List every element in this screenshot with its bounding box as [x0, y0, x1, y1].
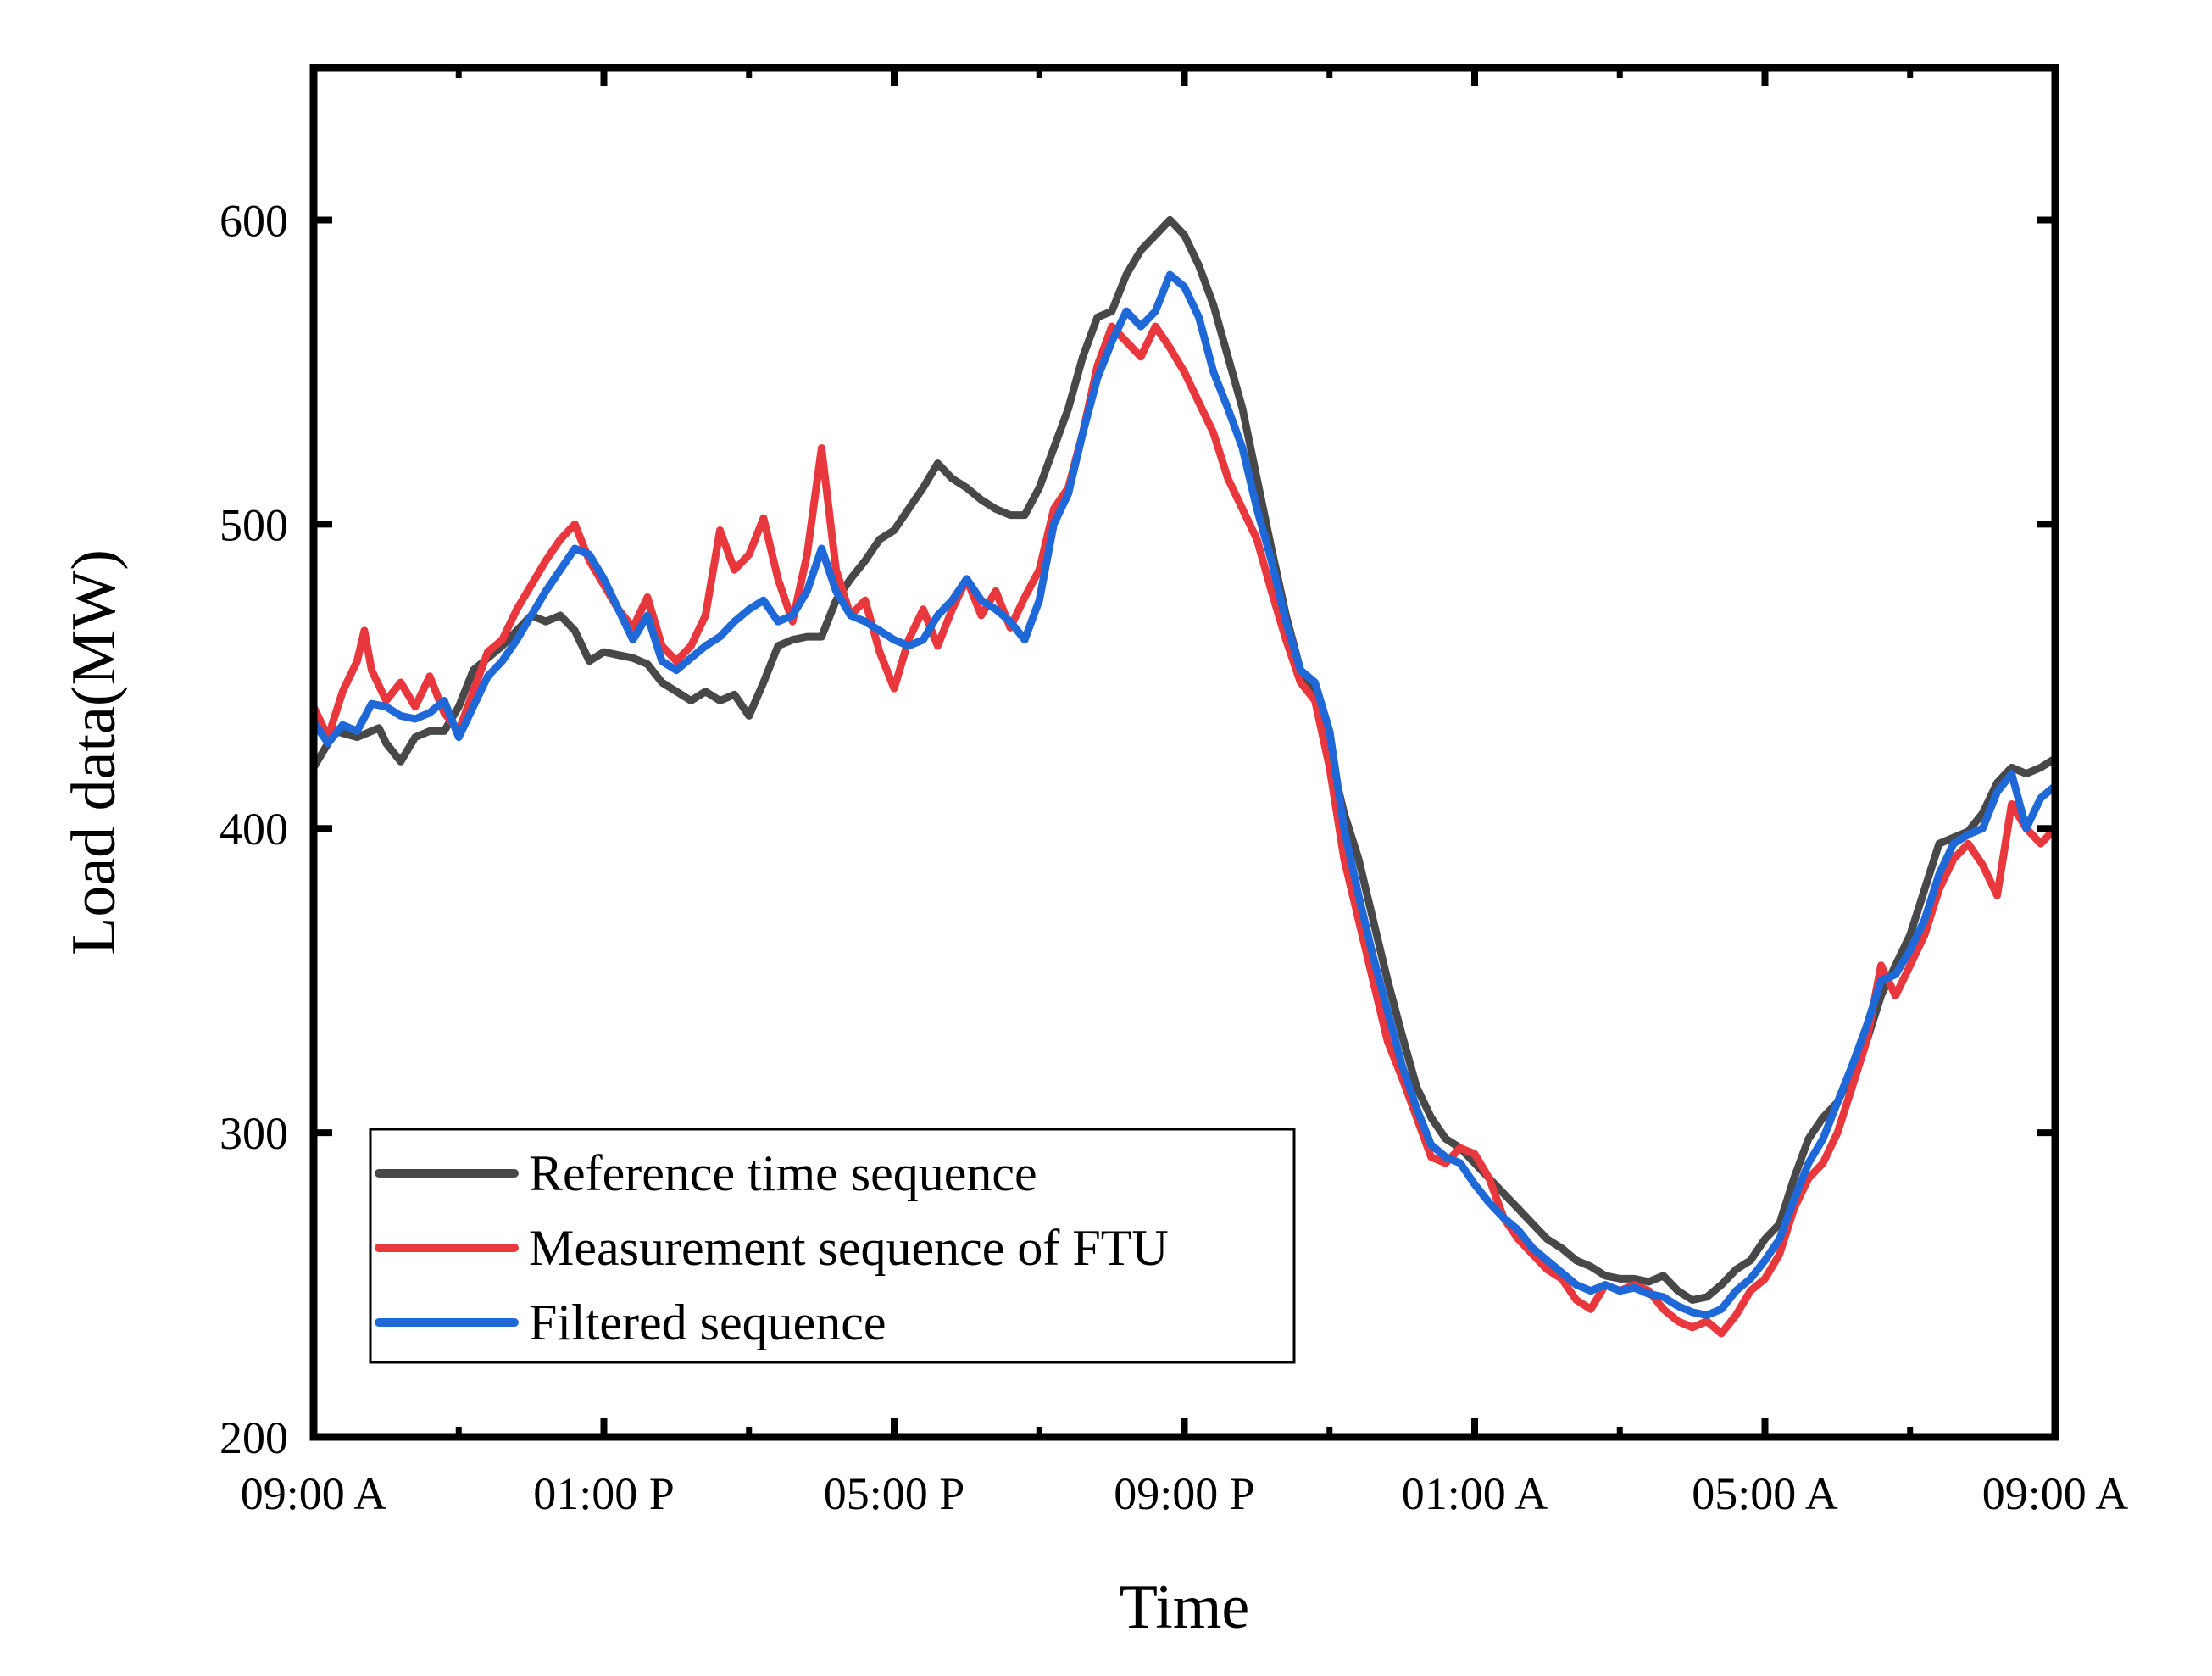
y-axis-title: Load data(MW) — [59, 549, 129, 955]
x-tick-label: 05:00 A — [1692, 1468, 1838, 1519]
series-line-1 — [309, 215, 2059, 1304]
x-axis-title: Time — [1120, 1573, 1250, 1642]
legend: Reference time sequence Measurement seque… — [369, 1128, 1296, 1364]
x-tick-label: 09:00 A — [241, 1468, 387, 1519]
legend-label: Filtered sequence — [529, 1295, 886, 1350]
labels-layer: 09:00 A 01:00 P 05:00 P 09:00 P 01:00 A 05:00… — [220, 195, 2128, 1519]
legend-label: Measurement sequence of FTU — [529, 1220, 1169, 1276]
x-tick-label: 09:00 A — [1982, 1468, 2129, 1519]
y-tick-label: 600 — [220, 195, 288, 246]
x-tick-label: 09:00 P — [1114, 1468, 1255, 1519]
legend-label: Reference time sequence — [529, 1145, 1037, 1201]
legend-box — [369, 1128, 1296, 1364]
x-tick-label: 01:00 P — [533, 1468, 675, 1519]
y-tick-label: 500 — [220, 499, 288, 550]
series-line-3 — [309, 270, 2059, 1319]
x-tick-label: 05:00 P — [824, 1468, 965, 1519]
plot-frame — [309, 64, 2059, 1441]
y-tick-label: 300 — [220, 1108, 288, 1159]
series-layer — [309, 215, 2059, 1338]
x-tick-label: 01:00 A — [1402, 1468, 1548, 1519]
y-tick-label: 200 — [220, 1412, 288, 1463]
y-tick-label: 400 — [220, 804, 288, 855]
